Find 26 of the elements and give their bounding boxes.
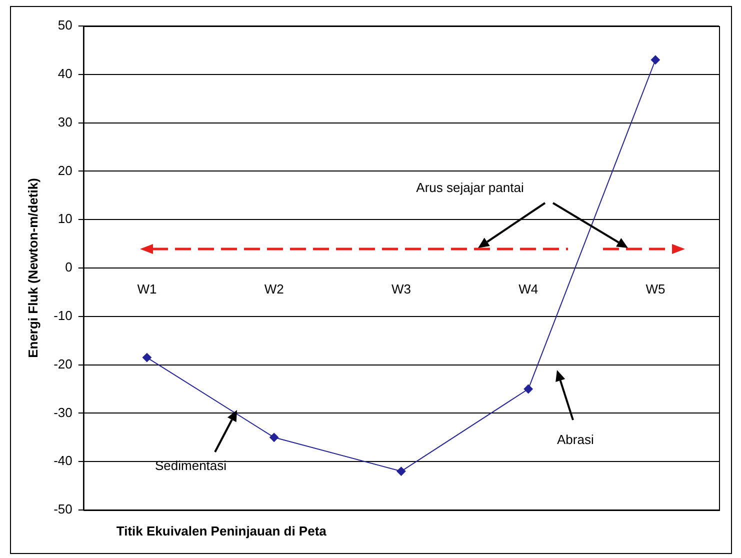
point — [142, 353, 152, 362]
y-tick-label: 10 — [58, 211, 72, 226]
x-tick-label: W2 — [264, 281, 284, 296]
y-tick-label: 20 — [58, 162, 72, 178]
annotation: Arus sejajar pantai — [416, 180, 524, 195]
y-axis-title: Energi Fluk (Newton-m/detik) — [25, 178, 40, 358]
x-tick-label: W3 — [391, 281, 411, 296]
x-tick-label: W4 — [518, 281, 538, 296]
x-axis-title: Titik Ekuivalen Peninjauan di Peta — [116, 524, 328, 539]
y-tick-label: -30 — [54, 404, 72, 420]
y-tick-label: 30 — [58, 114, 72, 130]
y-tick-label: -10 — [54, 308, 72, 323]
y-tick-label: 40 — [58, 66, 72, 81]
point — [524, 384, 533, 394]
y-tick-label: -50 — [54, 502, 72, 517]
point — [270, 432, 279, 442]
y-tick-label: -40 — [54, 453, 72, 468]
point — [396, 466, 406, 476]
x-tick-label: W1 — [137, 281, 157, 296]
annotation: Abrasi — [557, 432, 594, 447]
y-tick-label: 0 — [65, 260, 72, 275]
annotation: Sedimentasi — [155, 458, 227, 473]
y-tick-label: -20 — [54, 356, 72, 372]
point — [650, 55, 660, 64]
y-tick-label: 50 — [58, 18, 72, 33]
x-tick-label: W5 — [646, 281, 666, 296]
